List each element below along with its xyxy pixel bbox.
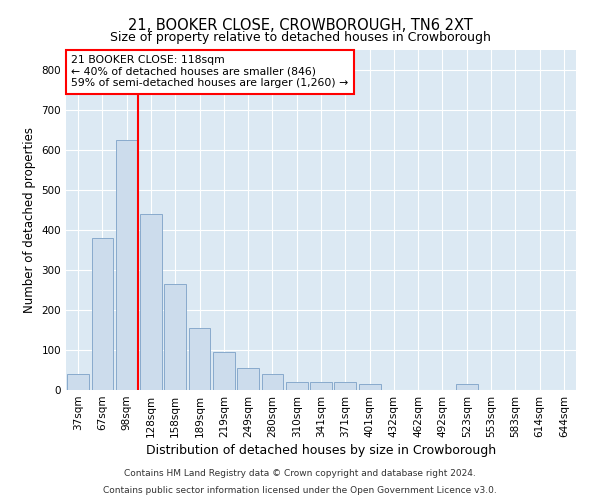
Bar xyxy=(67,374,89,390)
Bar xyxy=(286,382,308,390)
Bar xyxy=(456,384,478,390)
Bar xyxy=(310,382,332,390)
Text: Contains HM Land Registry data © Crown copyright and database right 2024.: Contains HM Land Registry data © Crown c… xyxy=(124,468,476,477)
Bar xyxy=(334,382,356,390)
Bar xyxy=(91,238,113,390)
Text: 21, BOOKER CLOSE, CROWBOROUGH, TN6 2XT: 21, BOOKER CLOSE, CROWBOROUGH, TN6 2XT xyxy=(128,18,472,32)
Bar xyxy=(213,352,235,390)
Bar xyxy=(237,368,259,390)
Bar xyxy=(116,140,137,390)
Y-axis label: Number of detached properties: Number of detached properties xyxy=(23,127,36,313)
Text: Contains public sector information licensed under the Open Government Licence v3: Contains public sector information licen… xyxy=(103,486,497,495)
Bar xyxy=(359,384,380,390)
Bar xyxy=(140,214,162,390)
Text: 21 BOOKER CLOSE: 118sqm
← 40% of detached houses are smaller (846)
59% of semi-d: 21 BOOKER CLOSE: 118sqm ← 40% of detache… xyxy=(71,55,349,88)
Bar xyxy=(164,284,186,390)
Bar xyxy=(188,328,211,390)
Text: Size of property relative to detached houses in Crowborough: Size of property relative to detached ho… xyxy=(110,31,490,44)
X-axis label: Distribution of detached houses by size in Crowborough: Distribution of detached houses by size … xyxy=(146,444,496,457)
Bar xyxy=(262,374,283,390)
